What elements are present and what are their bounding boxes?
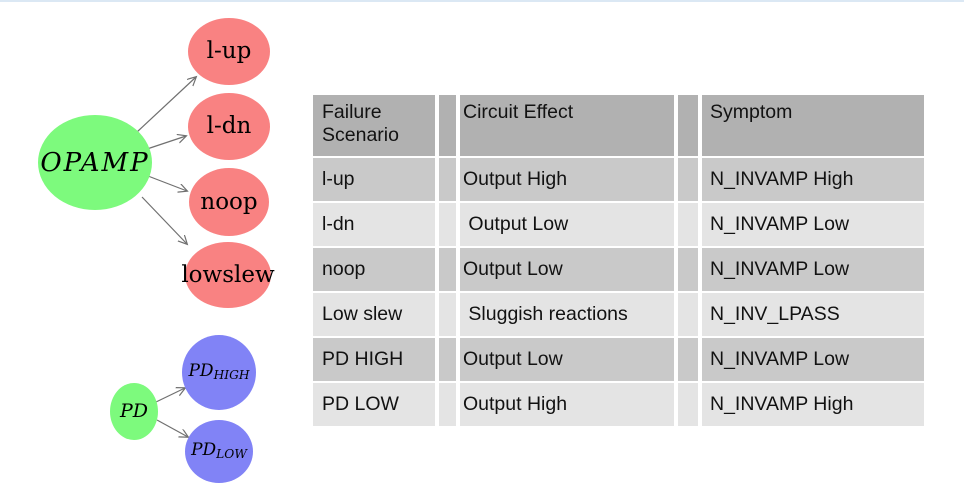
cell-symptom: N_INVAMP High <box>702 158 924 201</box>
cell-effect: Output High <box>460 158 674 201</box>
cell-spacer <box>678 203 698 246</box>
cell-spacer <box>678 338 698 381</box>
node-subscript: HIGH <box>213 368 250 383</box>
node-label: noop <box>200 188 258 215</box>
node-label: PDLOW <box>191 440 247 462</box>
arrow-opamp-lup <box>136 77 196 133</box>
failure-scenario-table: Failure Scenario Circuit Effect Symptom … <box>313 95 926 426</box>
cell-symptom: N_INVAMP High <box>702 383 924 426</box>
cell-scenario: PD LOW <box>313 383 435 426</box>
diagram-node-l-up: l-up <box>188 18 270 85</box>
column-header-spacer <box>678 95 698 156</box>
diagram-node-l-dn: l-dn <box>188 93 270 160</box>
diagram-node-pd: PD <box>110 383 158 440</box>
diagram-node-pd-high: PDHIGH <box>182 335 256 410</box>
column-header-failure-scenario: Failure Scenario <box>313 95 435 156</box>
cell-scenario: noop <box>313 248 435 291</box>
cell-spacer <box>678 158 698 201</box>
cell-effect: Output Low <box>460 203 674 246</box>
cell-spacer <box>439 158 456 201</box>
arrow-group <box>136 77 196 437</box>
top-border-line <box>0 0 964 2</box>
cell-symptom: N_INVAMP Low <box>702 203 924 246</box>
cell-scenario: PD HIGH <box>313 338 435 381</box>
cell-symptom: N_INVAMP Low <box>702 248 924 291</box>
node-label: l-up <box>206 38 252 64</box>
cell-effect: Output High <box>460 383 674 426</box>
node-label: OPAMP <box>40 147 150 178</box>
cell-spacer <box>678 248 698 291</box>
cell-scenario: l-up <box>313 158 435 201</box>
diagram-node-noop: noop <box>189 168 269 236</box>
diagram-node-opamp: OPAMP <box>38 115 152 210</box>
cell-effect: Output Low <box>460 248 674 291</box>
cell-spacer <box>678 293 698 336</box>
cell-spacer <box>439 293 456 336</box>
node-label: lowslew <box>181 261 275 288</box>
arrow-opamp-ldn <box>146 136 186 150</box>
node-label: PD <box>119 400 149 422</box>
column-header-symptom: Symptom <box>702 95 924 156</box>
diagram-arrows <box>136 0 310 492</box>
cell-spacer <box>439 248 456 291</box>
cell-effect: Sluggish reactions <box>460 293 674 336</box>
diagram-node-lowslew: lowslew <box>181 242 275 308</box>
cell-spacer <box>439 203 456 246</box>
arrow-pd-pdlow <box>156 419 188 437</box>
arrow-opamp-lowslew <box>141 196 187 244</box>
node-label: l-dn <box>206 113 252 139</box>
node-subscript: LOW <box>216 447 247 462</box>
arrow-opamp-noop <box>147 175 187 191</box>
cell-spacer <box>439 383 456 426</box>
cell-scenario: Low slew <box>313 293 435 336</box>
column-header-spacer <box>439 95 456 156</box>
cell-symptom: N_INV_LPASS <box>702 293 924 336</box>
cell-effect: Output Low <box>460 338 674 381</box>
cell-scenario: l-dn <box>313 203 435 246</box>
cell-spacer <box>439 338 456 381</box>
column-header-circuit-effect: Circuit Effect <box>460 95 674 156</box>
cell-symptom: N_INVAMP Low <box>702 338 924 381</box>
arrow-pd-pdhigh <box>155 388 185 403</box>
diagram-node-pd-low: PDLOW <box>185 420 253 483</box>
cell-spacer <box>678 383 698 426</box>
node-label: PDHIGH <box>188 361 250 383</box>
